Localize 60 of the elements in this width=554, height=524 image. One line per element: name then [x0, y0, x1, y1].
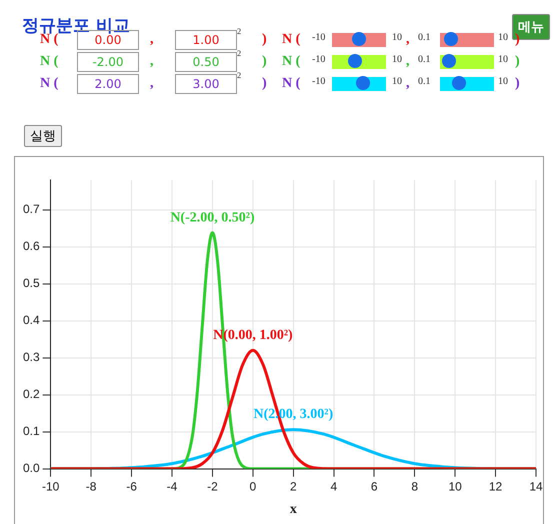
y-tick-label: 0.3 [22, 350, 40, 364]
text: 2 [237, 71, 242, 80]
x-tick-label: 0 [250, 479, 257, 494]
text: ) [262, 54, 267, 70]
x-tick-label: 14 [529, 479, 543, 494]
x-tick-label: -2 [207, 479, 218, 494]
text: 10 [392, 54, 402, 65]
text: 0.1 [418, 32, 430, 43]
text: -10 [312, 32, 326, 43]
text: 2 [237, 49, 242, 58]
text: , [406, 76, 410, 92]
text: ) [262, 32, 267, 48]
x-tick-label: -6 [126, 479, 138, 494]
y-tick-label: 0.5 [22, 276, 40, 290]
y-tick-label: 0.6 [22, 239, 40, 254]
x-axis-title: x [290, 502, 297, 518]
x-tick-label: -8 [86, 479, 97, 494]
text: , [406, 32, 410, 48]
text: 0.1 [418, 54, 430, 65]
y-tick-label: 0.1 [22, 424, 40, 438]
text: 10 [498, 54, 508, 65]
text: -2.00 [77, 52, 139, 72]
text: -10 [312, 76, 326, 87]
text: -10 [312, 54, 326, 65]
x-tick-label: 10 [448, 479, 462, 494]
series-label: N(-2.00, 0.50²) [170, 210, 255, 226]
text: , [150, 76, 154, 92]
y-tick-label: 0.0 [22, 461, 40, 476]
text: 2.00 [77, 74, 139, 94]
text: ) [262, 76, 267, 92]
text: , [150, 32, 154, 48]
text: 실행 [24, 125, 62, 147]
text: 10 [392, 76, 402, 87]
text: N ( [282, 54, 300, 70]
text: 10 [498, 76, 508, 87]
text: 3.00 [175, 74, 237, 94]
text: 0.50 [175, 52, 237, 72]
text: , [406, 54, 410, 70]
x-tick-label: 12 [488, 479, 503, 494]
text: ) [515, 76, 520, 92]
text: ) [515, 54, 520, 70]
x-tick-label: -4 [166, 479, 178, 494]
y-tick-label: 0.2 [22, 387, 40, 402]
text: N ( [40, 76, 58, 92]
text: 10 [498, 32, 508, 43]
text: N ( [282, 76, 300, 92]
x-tick-label: 2 [290, 479, 297, 494]
text: 10 [392, 32, 402, 43]
y-tick-label: 0.4 [22, 313, 40, 328]
x-tick-label: -10 [42, 479, 60, 494]
text: N ( [282, 32, 300, 48]
text: 1.00 [175, 30, 237, 50]
x-tick-label: 8 [411, 479, 418, 494]
y-tick-label: 0.7 [22, 202, 40, 216]
x-tick-label: 6 [370, 479, 378, 494]
text: 0.1 [418, 76, 430, 87]
x-tick-label: 4 [330, 479, 338, 494]
text: , [150, 54, 154, 70]
text: 2 [237, 27, 242, 36]
text: N ( [40, 54, 58, 70]
